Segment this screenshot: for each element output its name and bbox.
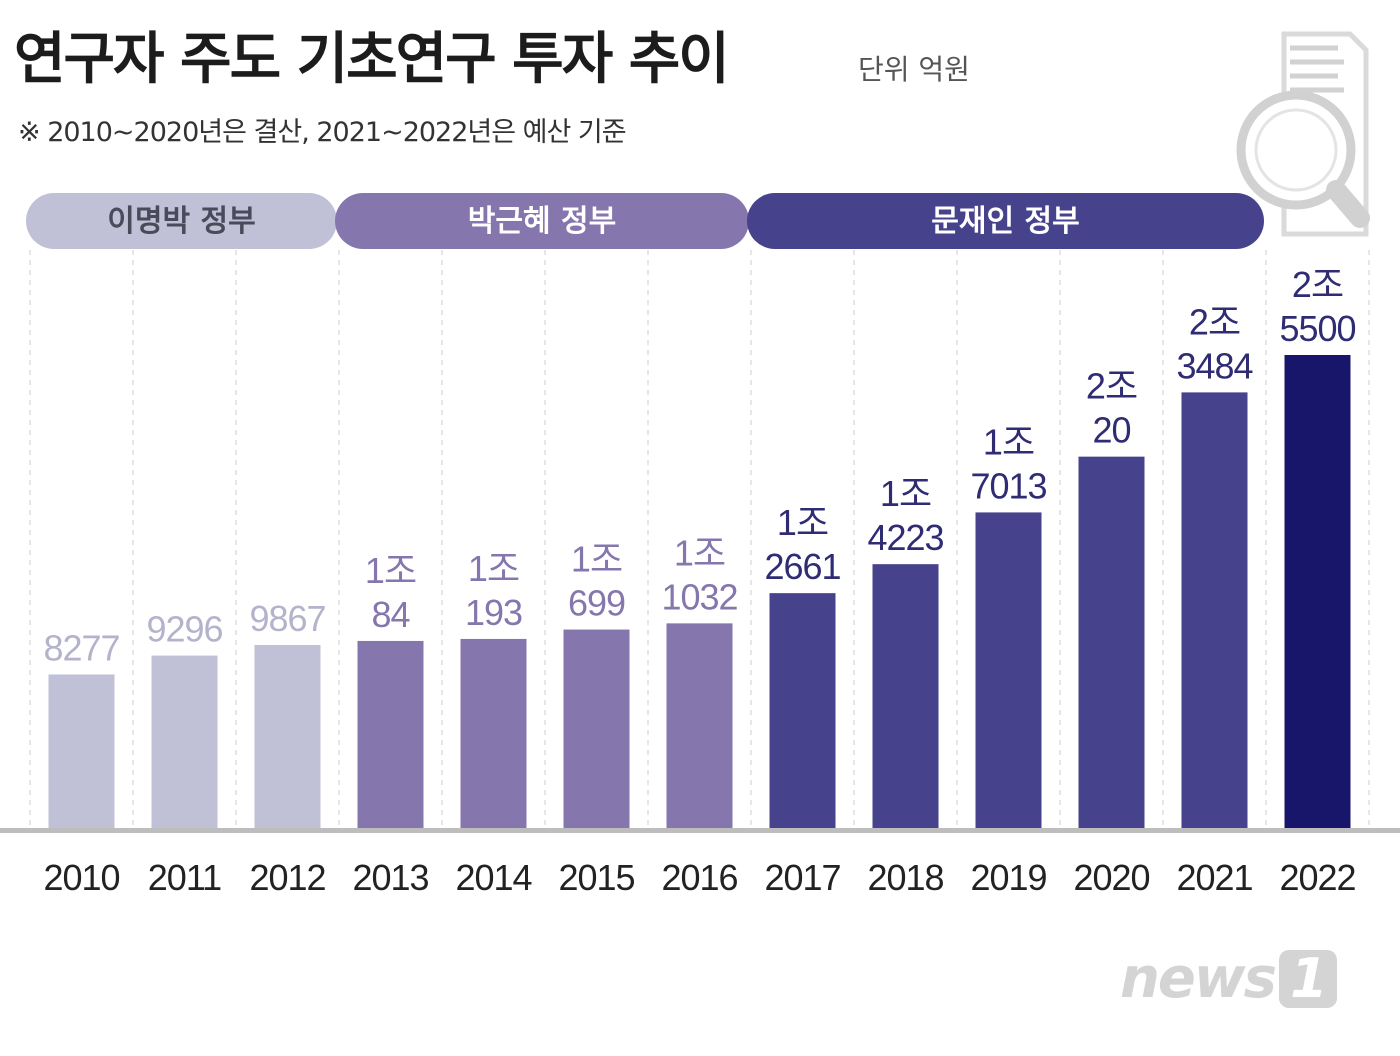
bar-value-label: 84 (371, 594, 409, 635)
document-search-icon (1236, 31, 1370, 237)
bar (1181, 392, 1248, 828)
bar (460, 638, 527, 828)
x-tick-label: 2014 (455, 857, 531, 898)
bar-value-label: 1032 (661, 576, 737, 617)
x-tick-label: 2016 (661, 857, 737, 898)
x-tick-label: 2013 (352, 857, 428, 898)
x-tick-label: 2019 (970, 857, 1046, 898)
bar-value-label: 1조 (571, 539, 622, 580)
x-tick-label: 2022 (1279, 857, 1355, 898)
bar-value-label: 5500 (1279, 308, 1355, 349)
bar-value-label: 20 (1092, 410, 1130, 451)
bar-value-label: 9296 (146, 609, 222, 650)
bar (975, 512, 1042, 828)
x-tick-label: 2018 (867, 857, 943, 898)
bar-value-label: 1조 (365, 550, 416, 591)
bar (1284, 355, 1351, 828)
bar-value-label: 2661 (764, 546, 840, 587)
x-tick-label: 2011 (148, 857, 221, 898)
bar (563, 629, 630, 828)
x-tick-label: 2017 (764, 857, 840, 898)
bar-value-label: 1조 (777, 502, 828, 543)
watermark-text: news (1120, 946, 1277, 1011)
bar-value-label: 2조 (1189, 301, 1240, 342)
bar-value-label: 8277 (43, 627, 119, 668)
bar-value-label: 9867 (249, 598, 325, 639)
government-label: 문재인 정부 (931, 204, 1079, 239)
government-band (335, 193, 749, 249)
government-label: 박근혜 정부 (468, 204, 616, 239)
basis-note: ※ 2010~2020년은 결산, 2021~2022년은 예산 기준 (18, 117, 627, 148)
x-tick-label: 2010 (43, 857, 119, 898)
news1-watermark: news 1 (1120, 946, 1337, 1011)
bar (1078, 456, 1145, 828)
bar-value-label: 1조 (983, 421, 1034, 462)
government-band (747, 193, 1264, 249)
bar-value-label: 1조 (880, 473, 931, 514)
bar (48, 674, 115, 828)
bar (666, 623, 733, 828)
bar (769, 593, 836, 828)
bar-value-label: 1조 (468, 548, 519, 589)
bar (357, 640, 424, 828)
watermark-mark: 1 (1278, 950, 1337, 1008)
bar-value-label: 4223 (867, 517, 943, 558)
government-band (26, 193, 337, 249)
bar-value-label: 3484 (1176, 345, 1252, 386)
bar (151, 655, 218, 828)
bar-value-label: 2조 (1292, 264, 1343, 305)
bar-value-label: 193 (465, 592, 522, 633)
x-axis-line (0, 828, 1400, 833)
unit-label: 단위 억원 (858, 53, 970, 86)
bar (254, 644, 321, 828)
bar-value-label: 7013 (970, 465, 1046, 506)
bar-value-label: 1조 (674, 532, 725, 573)
x-tick-label: 2012 (249, 857, 325, 898)
bar (872, 564, 939, 828)
bar-value-label: 699 (568, 583, 625, 624)
government-label: 이명박 정부 (107, 204, 255, 239)
x-tick-label: 2015 (558, 857, 634, 898)
x-tick-label: 2020 (1073, 857, 1149, 898)
bar-value-label: 2조 (1086, 366, 1137, 407)
x-tick-label: 2021 (1176, 857, 1252, 898)
chart-title: 연구자 주도 기초연구 투자 추이 (14, 27, 730, 92)
